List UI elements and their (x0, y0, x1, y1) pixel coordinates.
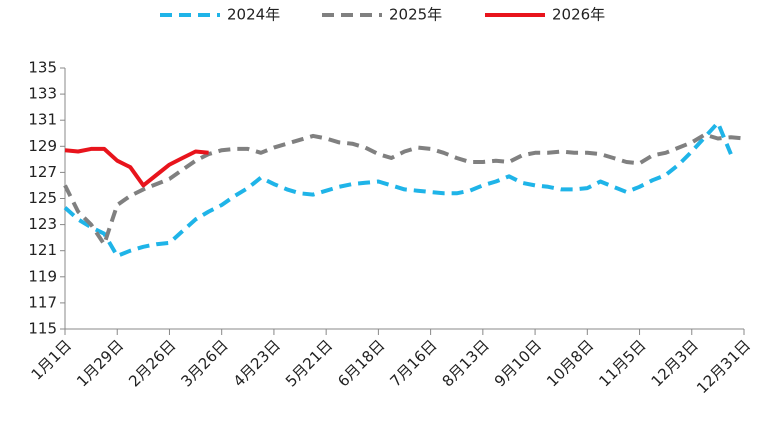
y-tick-label: 131 (28, 111, 57, 129)
x-tick-label: 2月26日 (125, 336, 179, 390)
legend-label: 2025年 (389, 6, 442, 24)
x-tick-label: 11月5日 (595, 336, 649, 390)
x-tick-label: 1月1日 (28, 336, 75, 383)
y-tick-label: 121 (28, 241, 57, 259)
y-tick-label: 129 (28, 137, 57, 155)
y-tick-label: 135 (28, 59, 57, 77)
x-tick-label: 10月8日 (543, 336, 597, 390)
x-tick-label: 12月31日 (693, 336, 754, 397)
y-tick-label: 119 (28, 267, 57, 285)
y-tick-label: 127 (28, 163, 57, 181)
x-tick-label: 4月23日 (230, 336, 284, 390)
y-tick-label: 133 (28, 85, 57, 103)
x-tick-label: 3月26日 (178, 336, 232, 390)
legend-label: 2026年 (552, 6, 605, 24)
series-line (63, 132, 745, 247)
series-line (63, 120, 733, 258)
y-tick-label: 115 (28, 320, 57, 338)
legend-label: 2024年 (227, 6, 280, 24)
y-tick-label: 117 (28, 293, 57, 311)
x-tick-label: 6月18日 (334, 336, 388, 390)
series-line (64, 146, 209, 188)
y-tick-label: 123 (28, 215, 57, 233)
x-tick-label: 5月21日 (282, 336, 336, 390)
x-tick-label: 9月10日 (491, 336, 545, 390)
x-tick-label: 1月29日 (73, 336, 127, 390)
x-tick-label: 7月16日 (386, 336, 440, 390)
x-tick-label: 12月3日 (648, 336, 702, 390)
y-tick-label: 125 (28, 189, 57, 207)
x-tick-label: 8月13日 (439, 336, 493, 390)
